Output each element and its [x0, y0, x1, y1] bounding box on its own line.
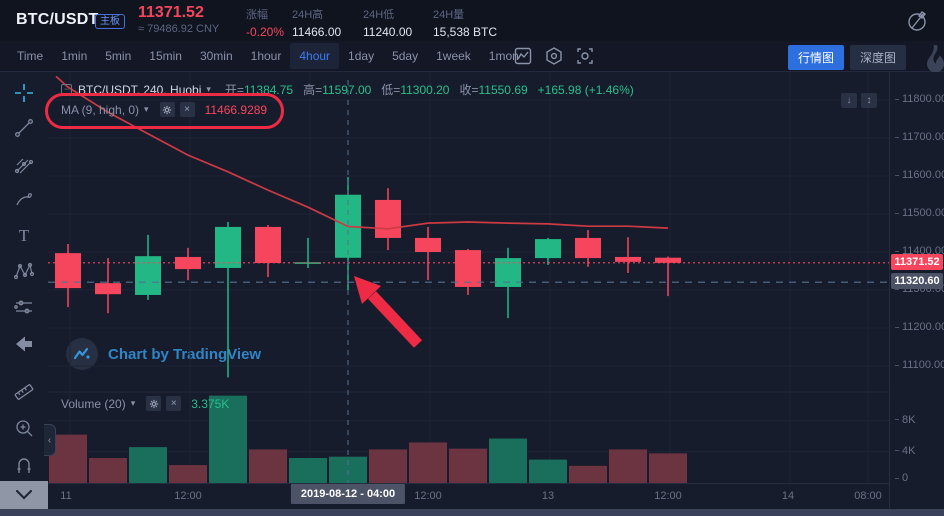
- ma-value: 11466.9289: [204, 102, 268, 117]
- series-title: BTC/USDT, 240, Huobi: [78, 82, 202, 97]
- change-value: +165.98 (+1.46%): [537, 82, 634, 97]
- last-price-badge: 11371.52: [891, 253, 943, 270]
- price-tick: 11600.00: [895, 169, 944, 181]
- gear-icon[interactable]: [146, 396, 162, 411]
- interval-tab-15min[interactable]: 15min: [149, 49, 182, 63]
- pane-scale-buttons: ↓ ↕: [841, 93, 877, 108]
- close-icon[interactable]: ×: [166, 396, 182, 411]
- crosshair-price-badge: 11320.60: [891, 273, 943, 290]
- theme-brush-icon[interactable]: [904, 8, 930, 34]
- chart-toolbar: Time 1min 5min 15min 30min 1hour 4hour 1day 5day…: [0, 41, 944, 72]
- last-price: 11371.52: [138, 4, 204, 21]
- price-tick: 11200.00: [895, 321, 944, 333]
- interval-tab-1hour[interactable]: 1hour: [250, 49, 282, 63]
- chevron-down-icon[interactable]: ▾: [144, 104, 149, 114]
- price-tick: 11100.00: [895, 359, 944, 371]
- market-chart-button[interactable]: 行情图: [787, 45, 844, 70]
- close-icon[interactable]: ×: [179, 102, 195, 117]
- legend-collapse-icon[interactable]: −: [61, 84, 72, 95]
- volume-tick: 0: [895, 472, 908, 484]
- chevron-down-icon[interactable]: ▾: [206, 84, 211, 94]
- price-volume-plot[interactable]: [48, 72, 889, 483]
- interval-tab-1min[interactable]: 1min: [61, 49, 88, 63]
- interval-tab-time[interactable]: Time: [17, 49, 44, 63]
- ma-indicator-row[interactable]: MA (9, high, 0) ▾ × 11466.9289: [61, 102, 267, 117]
- interval-tab-1week[interactable]: 1week: [436, 49, 471, 63]
- time-axis[interactable]: 11 12:00 12:00 13 12:00 14 08:00 2019-08-12 - 0…: [48, 483, 889, 510]
- tradingview-watermark: Chart by TradingView: [66, 338, 261, 370]
- time-tick: 11: [60, 490, 72, 502]
- scroll-down-icon[interactable]: ↓: [841, 93, 857, 108]
- gann-fib-tool-icon[interactable]: [10, 150, 38, 178]
- text-tool-icon[interactable]: T: [18, 226, 30, 245]
- drawing-toolbar: T: [0, 72, 48, 516]
- settings-hexagon-icon[interactable]: [543, 45, 565, 67]
- interval-tab-5min[interactable]: 5min: [105, 49, 132, 63]
- brush-tool-icon[interactable]: [10, 186, 38, 214]
- ohlc-item: 开=11384.75: [224, 83, 294, 97]
- ohlc-item: 低=11300.20: [381, 83, 450, 97]
- price-cny: ≈ 79486.92 CNY: [138, 23, 220, 35]
- interval-tab-1day[interactable]: 1day: [348, 49, 375, 63]
- time-tick: 13: [541, 490, 555, 502]
- time-tick: 12:00: [414, 490, 442, 502]
- bottom-scrollbar[interactable]: [0, 509, 944, 516]
- sidebar-collapse-tab[interactable]: ‹: [44, 424, 56, 456]
- ohlc-item: 收=11550.69: [459, 83, 528, 97]
- indicator-icon[interactable]: [512, 45, 534, 67]
- chevron-down-icon[interactable]: ▾: [130, 398, 136, 408]
- tradingview-logo-icon: [66, 338, 98, 370]
- gear-icon[interactable]: [159, 102, 175, 117]
- crosshair-tool-icon[interactable]: [10, 79, 38, 107]
- price-tick: 11500.00: [895, 207, 944, 219]
- price-tick: 11700.00: [895, 131, 944, 143]
- volume-indicator-row[interactable]: Volume (20) ▾ × 3.375K: [61, 396, 229, 411]
- symbol-title: BTC/USDT: [16, 11, 99, 28]
- interval-tab-5day[interactable]: 5day: [392, 49, 419, 63]
- magnet-tool-icon[interactable]: [10, 451, 38, 479]
- interval-tab-1mon[interactable]: 1mon: [488, 49, 519, 63]
- ruler-tool-icon[interactable]: [10, 376, 38, 404]
- back-arrow-icon[interactable]: [10, 330, 38, 358]
- price-axis[interactable]: 11800.00 11700.00 11600.00 11500.00 11400.00…: [889, 72, 944, 510]
- crosshair-time-badge: 2019-08-12 - 04:00: [290, 484, 406, 504]
- time-tick: 14: [781, 490, 795, 502]
- stat-24h-low: 24H低 11240.00: [363, 9, 413, 39]
- collapse-panel-chevron-icon[interactable]: [0, 481, 48, 509]
- volume-tick: 4K: [895, 445, 915, 457]
- xabcd-pattern-tool-icon[interactable]: [10, 257, 38, 285]
- auto-scale-icon[interactable]: ↕: [861, 93, 877, 108]
- volume-tick: 8K: [895, 414, 915, 426]
- ma-label: MA (9, high, 0): [61, 102, 140, 117]
- watermark-text: Chart by TradingView: [108, 345, 262, 363]
- stat-24h-volume: 24H量 15,538 BTC: [433, 9, 498, 39]
- time-tick: 12:00: [654, 490, 682, 502]
- interval-tabs: Time 1min 5min 15min 30min 1hour 4hour 1day 5day…: [8, 41, 528, 71]
- forecast-tool-icon[interactable]: [10, 293, 38, 321]
- trend-line-tool-icon[interactable]: [10, 114, 38, 142]
- ohlc-values: 开=11384.75 高=11597.00 低=11300.20 收=11550.69: [225, 81, 528, 98]
- header: BTC/USDT 主板 11371.52 ≈ 79486.92 CNY 涨幅 -…: [0, 0, 944, 41]
- interval-tab-30min[interactable]: 30min: [199, 49, 233, 63]
- ohlc-item: 高=11597.00: [303, 83, 372, 97]
- zoom-in-tool-icon[interactable]: [10, 414, 38, 442]
- price-tick: 11800.00: [895, 93, 944, 105]
- interval-tab-4hour[interactable]: 4hour: [290, 43, 340, 69]
- volume-label: Volume (20): [61, 396, 126, 411]
- time-tick: 12:00: [174, 490, 202, 502]
- stat-change: 涨幅 -0.20%: [246, 9, 285, 39]
- screenshot-icon[interactable]: [574, 45, 596, 67]
- chart-canvas[interactable]: Chart by TradingView − BTC/USDT, 240, Hu…: [44, 72, 889, 483]
- depth-chart-button[interactable]: 深度图: [849, 45, 906, 70]
- annotation-arrow: [354, 276, 423, 348]
- market-badge: 主板: [95, 14, 125, 29]
- time-tick: 08:00: [854, 490, 882, 502]
- stat-24h-high: 24H高 11466.00: [292, 9, 342, 39]
- series-legend: − BTC/USDT, 240, Huobi ▾ 开=11384.75 高=115…: [61, 81, 634, 98]
- volume-value: 3.375K: [191, 396, 230, 411]
- huobi-flame-logo: [923, 44, 944, 73]
